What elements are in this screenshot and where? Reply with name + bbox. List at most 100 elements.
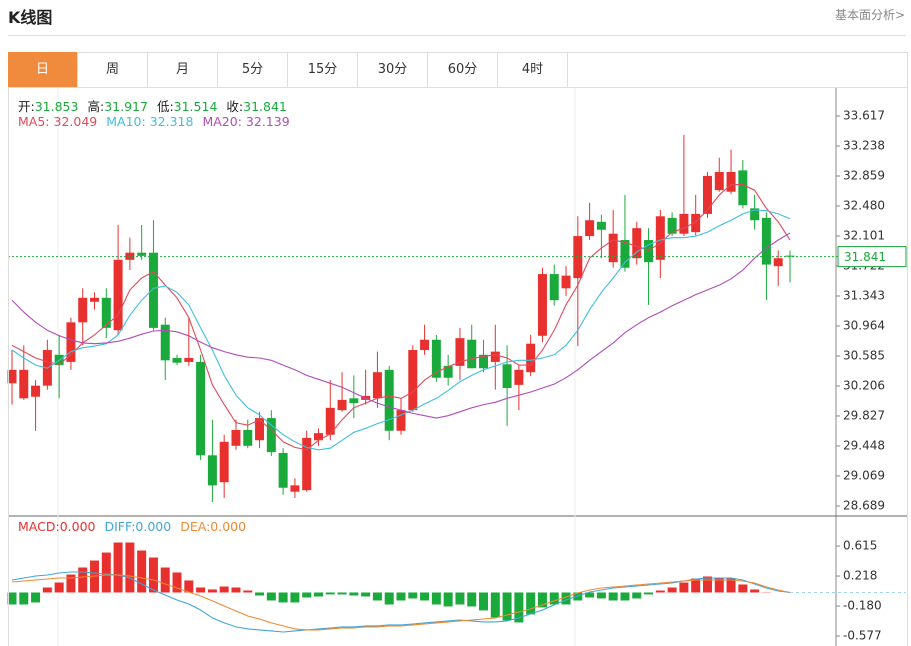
macd-bar bbox=[148, 557, 158, 593]
macd-bar bbox=[255, 592, 265, 596]
macd-bar bbox=[66, 574, 76, 593]
period-tab[interactable]: 4时 bbox=[498, 52, 568, 88]
macd-bar bbox=[160, 567, 170, 593]
macd-bar bbox=[19, 592, 29, 605]
period-tab[interactable]: 15分 bbox=[288, 52, 358, 88]
period-tab[interactable]: 30分 bbox=[358, 52, 428, 88]
macd-bar bbox=[620, 592, 630, 601]
macd-bar bbox=[172, 572, 182, 593]
candle-body bbox=[750, 208, 760, 221]
macd-bar bbox=[738, 584, 748, 593]
period-tab[interactable]: 5分 bbox=[218, 52, 288, 88]
macd-bar bbox=[644, 592, 654, 595]
y-tick-label: 33.617 bbox=[843, 109, 885, 123]
fundamentals-link[interactable]: 基本面分析> bbox=[834, 8, 905, 22]
summary-label: 收: bbox=[226, 99, 244, 114]
candle-body bbox=[290, 485, 300, 492]
macd-bar bbox=[726, 578, 736, 593]
macd-bar bbox=[42, 587, 52, 593]
macd-bar bbox=[608, 592, 618, 601]
macd-bar bbox=[526, 592, 536, 615]
candle-body bbox=[514, 369, 524, 385]
ohlc-summary: 开:31.853 高:31.917 低:31.514 收:31.841 bbox=[18, 96, 296, 115]
ma-line bbox=[11, 209, 791, 451]
macd-bar bbox=[349, 592, 359, 596]
candle-body bbox=[196, 361, 206, 456]
legend-value: 0.000 bbox=[210, 519, 247, 534]
macd-bar bbox=[361, 592, 371, 597]
macd-bar bbox=[467, 592, 477, 607]
candle-body bbox=[691, 213, 701, 233]
chart-frame bbox=[8, 52, 908, 646]
macd-bar bbox=[514, 592, 524, 623]
candle-body bbox=[313, 433, 323, 441]
summary-value: 31.917 bbox=[104, 99, 148, 114]
candle-body bbox=[761, 217, 771, 265]
y-tick-label: 30.964 bbox=[843, 318, 885, 332]
candle-body bbox=[219, 441, 229, 483]
macd-bar bbox=[78, 567, 88, 593]
candle-body bbox=[467, 339, 477, 369]
candle-body bbox=[325, 407, 335, 435]
macd-bar bbox=[266, 592, 276, 601]
last-price-box bbox=[837, 246, 907, 268]
period-tab[interactable]: 月 bbox=[148, 52, 218, 88]
summary-value: 31.841 bbox=[243, 99, 287, 114]
candle-body bbox=[349, 398, 359, 404]
candle-body bbox=[408, 350, 418, 411]
macd-bar bbox=[313, 592, 323, 597]
candle-body bbox=[502, 364, 512, 389]
candle-body bbox=[207, 455, 217, 486]
candle-body bbox=[255, 418, 265, 441]
candle-body bbox=[479, 354, 489, 369]
period-tab[interactable]: 日 bbox=[8, 52, 78, 88]
macd-bar bbox=[443, 592, 453, 607]
macd-bar bbox=[431, 592, 441, 605]
y-tick-label: 28.689 bbox=[843, 499, 885, 513]
legend-label: DEA: bbox=[180, 519, 211, 534]
candle-body bbox=[160, 324, 170, 361]
y-tick-label: 29.827 bbox=[843, 408, 885, 422]
candle-body bbox=[372, 372, 382, 399]
macd-legend: MACD:0.000 DIFF:0.000 DEA:0.000 bbox=[18, 519, 255, 534]
candle-body bbox=[644, 240, 654, 263]
y-tick-label: -0.577 bbox=[843, 629, 882, 643]
macd-bar bbox=[7, 592, 17, 605]
macd-bar bbox=[408, 592, 418, 599]
macd-bar bbox=[278, 592, 288, 603]
candle-body bbox=[702, 175, 712, 214]
candle-body bbox=[632, 228, 642, 259]
candle-body bbox=[19, 369, 29, 399]
legend-label: MACD: bbox=[18, 519, 60, 534]
macd-bar bbox=[137, 550, 147, 593]
macd-bar bbox=[702, 576, 712, 593]
candle-body bbox=[7, 369, 17, 384]
macd-bar bbox=[101, 552, 111, 593]
macd-bar bbox=[243, 590, 253, 593]
legend-label: MA10: bbox=[106, 114, 146, 129]
macd-bar bbox=[337, 592, 347, 595]
candle-body bbox=[420, 339, 430, 351]
ma-line bbox=[11, 232, 791, 419]
candle-body bbox=[667, 217, 677, 234]
candle-body bbox=[184, 357, 194, 362]
macd-bar bbox=[750, 589, 760, 593]
candle-body bbox=[278, 452, 288, 488]
candle-body bbox=[172, 357, 182, 363]
period-tab[interactable]: 60分 bbox=[428, 52, 498, 88]
summary-label: 高: bbox=[87, 99, 105, 114]
candle-body bbox=[148, 252, 158, 328]
macd-bar bbox=[537, 592, 547, 608]
legend-label: DIFF: bbox=[104, 519, 136, 534]
period-tab[interactable]: 周 bbox=[78, 52, 148, 88]
summary-label: 低: bbox=[156, 99, 174, 114]
macd-bar bbox=[184, 580, 194, 593]
y-tick-label: 32.480 bbox=[843, 199, 885, 213]
y-tick-label: 29.448 bbox=[843, 438, 885, 452]
candle-body bbox=[620, 240, 630, 268]
candle-body bbox=[726, 171, 736, 192]
y-tick-label: 0.615 bbox=[843, 539, 877, 553]
macd-bar bbox=[207, 589, 217, 593]
